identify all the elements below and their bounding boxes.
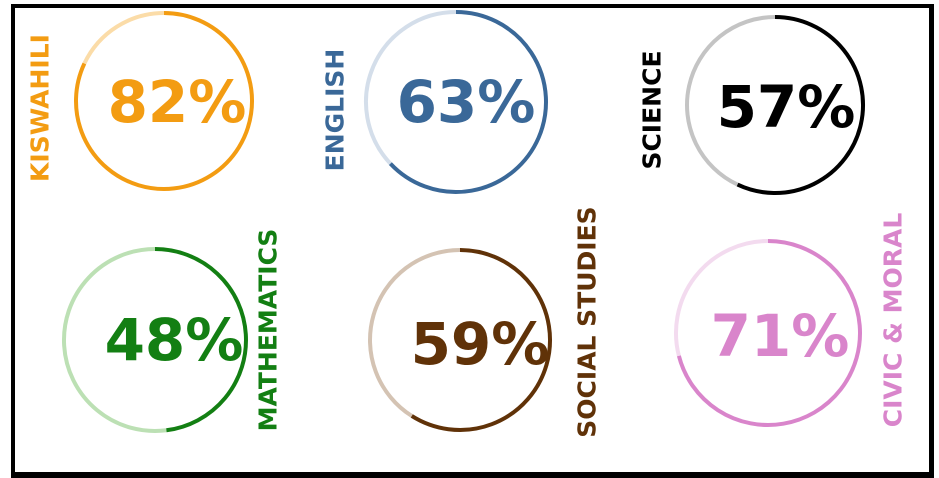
percent-label-kiswahili: 82% xyxy=(108,68,247,136)
gauge-track-kiswahili xyxy=(82,11,165,65)
percent-label-mathematics: 48% xyxy=(105,306,244,374)
gauge-mathematics: 48% MATHEMATICS xyxy=(62,229,283,433)
percent-label-english: 63% xyxy=(397,68,536,136)
subject-label-social-studies: SOCIAL STUDIES xyxy=(573,206,602,437)
gauge-track-english xyxy=(364,10,457,165)
gauge-value-arc-mathematics xyxy=(154,247,248,433)
percent-label-civic-moral: 71% xyxy=(711,302,850,370)
subject-label-science: SCIENCE xyxy=(638,50,667,169)
subject-label-civic-moral: CIVIC & MORAL xyxy=(879,213,908,428)
percent-label-social-studies: 59% xyxy=(411,310,550,378)
subject-label-kiswahili: KISWAHILI xyxy=(26,34,55,182)
gauge-english: 63% ENGLISH xyxy=(321,10,548,194)
gauge-social-studies: 59% SOCIAL STUDIES xyxy=(368,206,602,438)
gauge-value-arc-social-studies xyxy=(410,248,552,432)
gauge-value-arc-science xyxy=(736,15,866,195)
gauge-track-science xyxy=(685,15,776,187)
gauge-track-civic-moral xyxy=(674,239,769,357)
subject-label-mathematics: MATHEMATICS xyxy=(254,229,283,432)
percent-label-science: 57% xyxy=(717,73,856,141)
subject-label-english: ENGLISH xyxy=(321,49,350,172)
gauge-track-mathematics xyxy=(62,247,167,433)
gauge-value-arc-english xyxy=(388,10,548,194)
gauge-kiswahili: 82% KISWAHILI xyxy=(26,11,254,191)
gauge-civic-moral: 71% CIVIC & MORAL xyxy=(674,213,908,428)
gauge-track-social-studies xyxy=(368,248,461,418)
gauge-value-arc-civic-moral xyxy=(676,239,862,427)
gauge-science: 57% SCIENCE xyxy=(638,15,866,195)
gauge-value-arc-kiswahili xyxy=(74,11,254,191)
